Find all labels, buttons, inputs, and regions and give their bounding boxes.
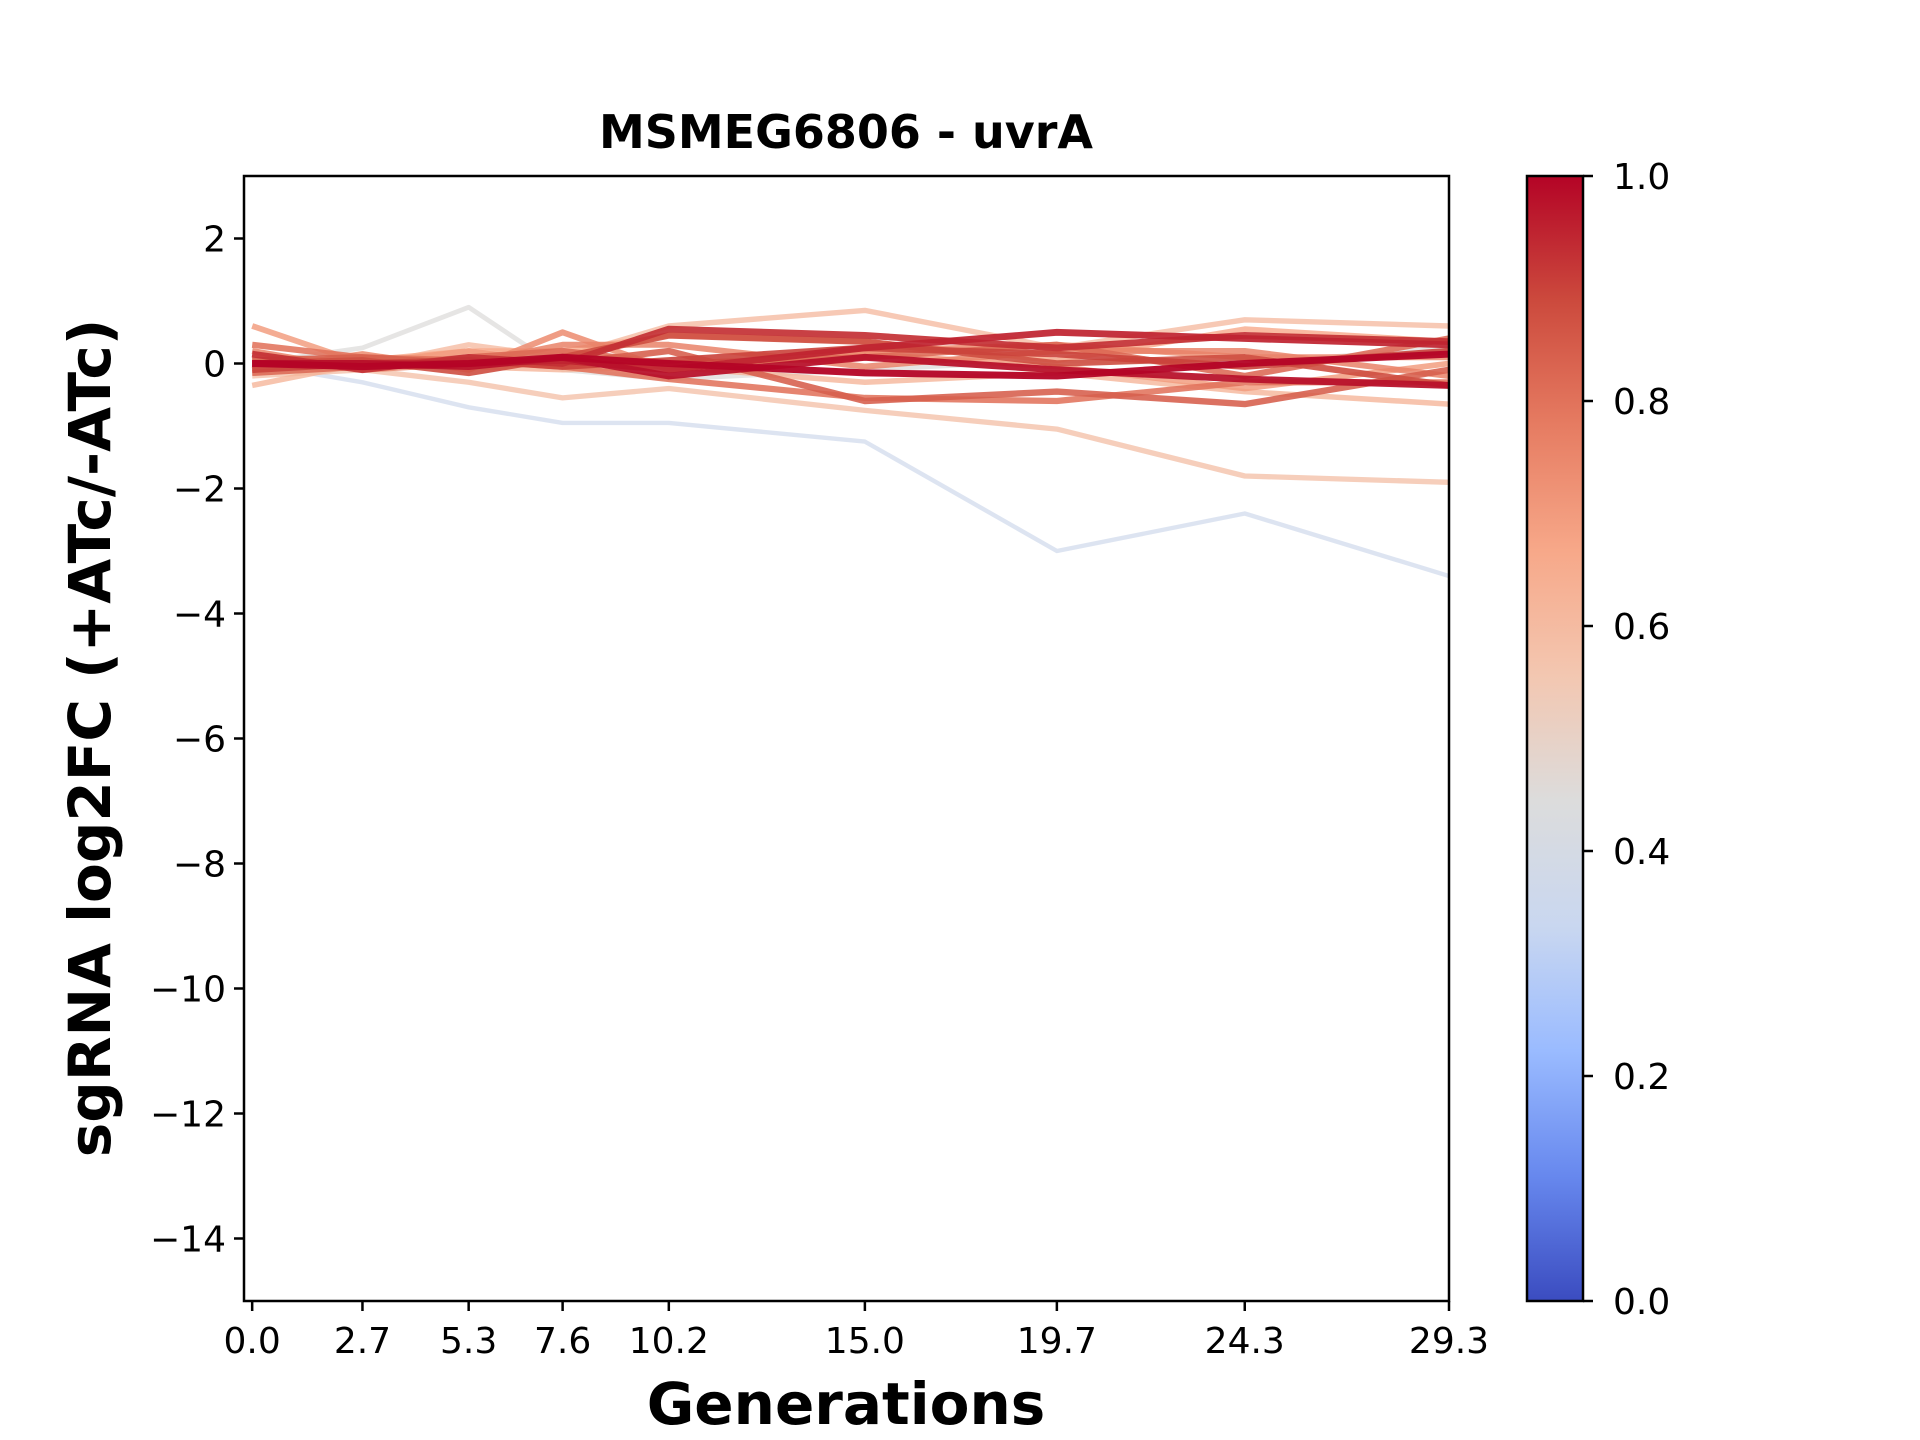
colorbar-tick-label: 0.6 <box>1613 607 1670 648</box>
y-axis: 2 0 −2 −4 −6 −8 −10 −12 −14 <box>150 220 244 1261</box>
colorbar <box>1525 174 1585 1303</box>
y-tick-label: −12 <box>150 1095 226 1136</box>
x-tick-label: 0.0 <box>224 1321 281 1362</box>
y-tick-label: −10 <box>150 970 226 1011</box>
x-tick-label: 7.6 <box>534 1321 591 1362</box>
x-tick-label: 5.3 <box>440 1321 497 1362</box>
colorbar-tick-label: 1.0 <box>1613 157 1670 198</box>
y-tick-label: −4 <box>173 595 226 636</box>
y-tick-label: −2 <box>173 470 226 511</box>
x-tick-label: 10.2 <box>629 1321 709 1362</box>
colorbar-tick-label: 0.4 <box>1613 832 1670 873</box>
chart-title: MSMEG6806 - uvrA <box>599 105 1093 159</box>
x-tick-label: 29.3 <box>1409 1321 1489 1362</box>
x-axis: 0.0 2.7 5.3 7.6 10.2 15.0 19.7 24.3 29.3 <box>224 1301 1489 1362</box>
x-tick-label: 15.0 <box>825 1321 905 1362</box>
colorbar-tick-label: 0.2 <box>1613 1057 1670 1098</box>
y-tick-label: −8 <box>173 845 226 886</box>
series-line <box>251 361 1449 579</box>
y-tick-label: 0 <box>203 345 226 386</box>
series-line <box>252 350 1449 380</box>
y-tick-label: −14 <box>150 1220 226 1261</box>
x-tick-label: 24.3 <box>1205 1321 1285 1362</box>
y-tick-label: −6 <box>173 720 226 761</box>
x-tick-label: 19.7 <box>1017 1321 1097 1362</box>
y-tick-label: 2 <box>203 220 226 261</box>
x-tick-label: 2.7 <box>334 1321 391 1362</box>
x-axis-label: Generations <box>647 1370 1046 1438</box>
colorbar-tick-label: 0.8 <box>1613 382 1670 423</box>
colorbar-axis: 0.0 0.2 0.4 0.6 0.8 1.0 <box>1583 157 1670 1323</box>
y-axis-label: sgRNA log2FC (+ATc/-ATc) <box>56 319 124 1157</box>
series-line <box>252 367 1449 485</box>
colorbar-tick-label: 0.0 <box>1613 1282 1670 1323</box>
series-layer <box>251 304 1449 579</box>
